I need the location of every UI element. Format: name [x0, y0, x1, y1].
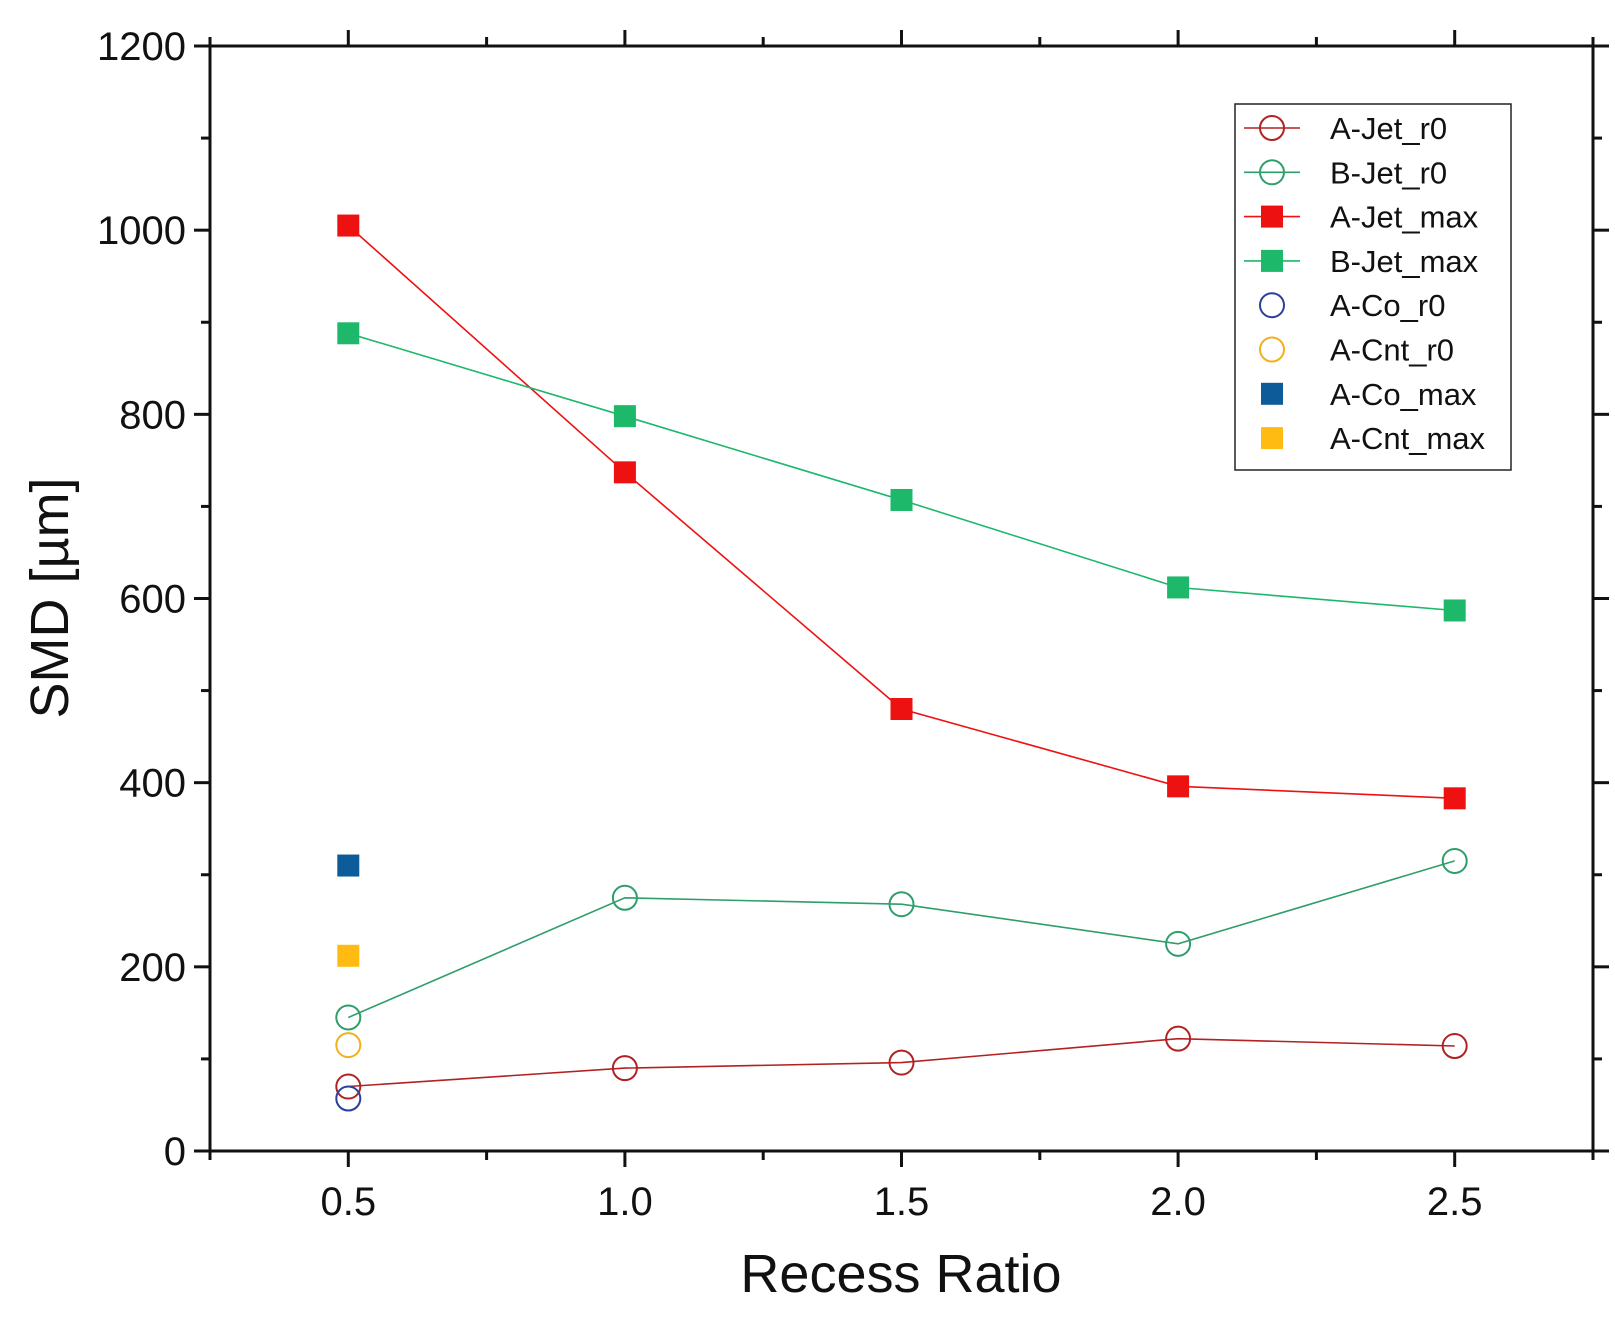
- point-b-jet-max: [1167, 576, 1190, 599]
- point-a-cnt-max: [337, 944, 360, 967]
- point-a-jet-r0: [888, 1049, 915, 1076]
- legend-marker-a-cnt-max: [1261, 427, 1283, 450]
- point-a-jet-r0: [1165, 1025, 1192, 1052]
- axis-ticks: [194, 30, 1609, 1167]
- point-a-jet-max: [613, 461, 636, 484]
- y-tick-label: 600: [119, 578, 186, 622]
- legend-label-b-jet-r0: B-Jet_r0: [1330, 155, 1447, 190]
- legend-marker-a-co-r0: [1259, 292, 1285, 319]
- point-b-jet-max: [1443, 599, 1466, 622]
- legend: A-Jet_r0 B-Jet_r0 A-Jet_max B-Jet_max A-Co_r…: [1234, 103, 1512, 471]
- series-line-a-jet-r0: [348, 1037, 1455, 1088]
- legend-label-a-jet-r0: A-Jet_r0: [1330, 111, 1447, 146]
- point-a-jet-r0: [335, 1073, 362, 1100]
- point-b-jet-r0: [888, 891, 915, 918]
- x-tick-label: 1.5: [874, 1180, 930, 1224]
- y-tick-label: 1200: [97, 25, 186, 69]
- series-markers: [335, 214, 1468, 1112]
- legend-marker-a-jet-r0: [1259, 115, 1285, 141]
- point-a-jet-max: [1167, 775, 1190, 798]
- legend-label-a-co-max: A-Co_max: [1330, 377, 1477, 412]
- x-axis-title: Recess Ratio: [740, 1244, 1061, 1304]
- legend-label-a-co-r0: A-Co_r0: [1330, 288, 1445, 323]
- y-tick-label: 400: [119, 762, 186, 806]
- point-b-jet-max: [890, 488, 913, 511]
- series-line-b-jet-r0: [347, 860, 1455, 1019]
- legend-marker-a-cnt-r0: [1259, 336, 1285, 363]
- legend-label-a-cnt-max: A-Cnt_max: [1330, 421, 1486, 456]
- legend-marker-b-jet-r0: [1259, 159, 1285, 186]
- point-b-jet-max: [613, 405, 636, 428]
- legend-label-a-cnt-r0: A-Cnt_r0: [1330, 333, 1454, 368]
- legend-marker-a-jet-max: [1261, 205, 1283, 228]
- point-a-co-max: [337, 854, 360, 877]
- legend-marker-a-co-max: [1261, 382, 1283, 405]
- point-a-co-r0: [335, 1085, 362, 1112]
- legend-label-a-jet-max: A-Jet_max: [1330, 200, 1479, 235]
- x-tick-label: 2.5: [1427, 1180, 1483, 1224]
- point-a-jet-r0: [1441, 1033, 1468, 1060]
- point-a-jet-r0: [611, 1055, 638, 1082]
- point-b-jet-r0: [1165, 930, 1192, 957]
- point-b-jet-r0: [335, 1004, 362, 1031]
- x-tick-label: 0.5: [320, 1180, 376, 1224]
- point-a-jet-max: [890, 698, 913, 720]
- legend-marker-b-jet-max: [1261, 249, 1283, 272]
- point-b-jet-max: [337, 322, 360, 345]
- y-axis-title: SMD [µm]: [20, 477, 80, 718]
- point-b-jet-r0: [1441, 847, 1468, 874]
- x-tick-label: 1.0: [597, 1180, 653, 1224]
- point-b-jet-r0: [611, 884, 638, 911]
- tick-labels: 0 200 400 600 800 1000 1200 0.5 1.0 1.5 2.0 2.5: [97, 25, 1482, 1224]
- point-a-jet-max: [1443, 787, 1466, 810]
- y-tick-label: 1000: [97, 209, 186, 253]
- y-tick-label: 0: [164, 1130, 186, 1174]
- x-tick-label: 2.0: [1150, 1180, 1206, 1224]
- legend-label-b-jet-max: B-Jet_max: [1330, 244, 1479, 279]
- point-a-jet-max: [337, 214, 360, 237]
- y-tick-label: 800: [119, 393, 186, 437]
- y-tick-label: 200: [119, 946, 186, 990]
- point-a-cnt-r0: [335, 1032, 362, 1059]
